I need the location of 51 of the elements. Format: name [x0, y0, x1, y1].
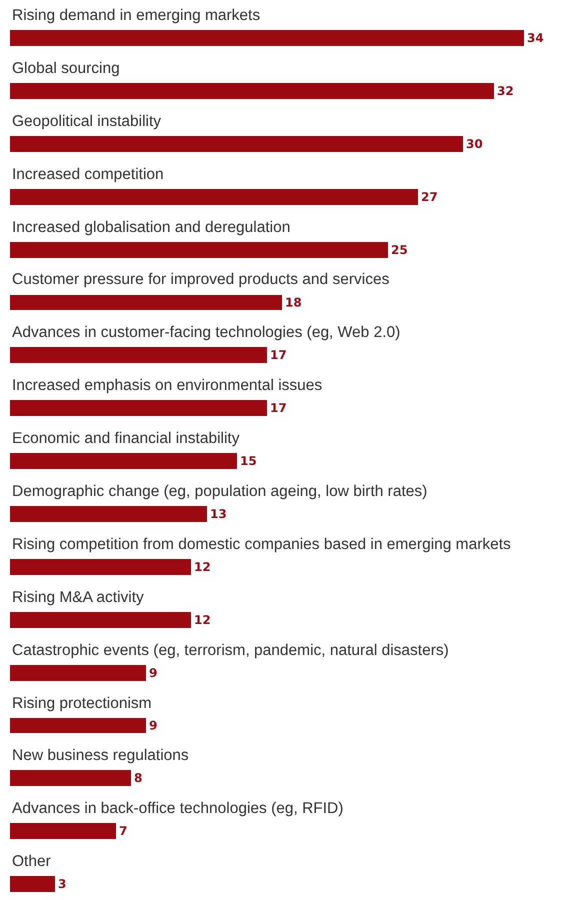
- y-tick-label: Global sourcing: [12, 60, 120, 77]
- data-label: 13: [210, 507, 227, 521]
- y-tick-label: Advances in back-office technologies (eg, RFID): [12, 800, 344, 817]
- bar: [10, 189, 418, 205]
- bar: [10, 665, 146, 681]
- data-label: 7: [119, 824, 128, 838]
- data-label: 9: [149, 666, 158, 680]
- bar: [10, 876, 55, 892]
- bar: [10, 30, 524, 46]
- bar: [10, 718, 146, 733]
- data-label: 3: [58, 877, 66, 891]
- y-tick-label: Customer pressure for improved products and services: [12, 271, 390, 288]
- data-label: 32: [497, 84, 514, 98]
- y-tick-label: Increased emphasis on environmental issues: [12, 377, 322, 394]
- y-tick-label: Catastrophic events (eg, terrorism, pandemic, natural disasters): [12, 642, 449, 659]
- data-label: 15: [240, 454, 257, 468]
- y-tick-label: Demographic change (eg, population ageing, low birth rates): [12, 483, 428, 500]
- data-label: 30: [466, 137, 483, 151]
- y-tick-label: New business regulations: [12, 747, 189, 764]
- bar: [10, 559, 191, 575]
- y-tick-label: Rising M&A activity: [12, 589, 144, 606]
- y-tick-label: Increased globalisation and deregulation: [12, 219, 290, 236]
- data-label: 12: [194, 560, 211, 574]
- data-label: 12: [194, 613, 211, 627]
- bar: [10, 295, 282, 310]
- data-label: 18: [285, 296, 302, 310]
- bar: [10, 453, 237, 469]
- data-label: 25: [391, 243, 408, 257]
- y-tick-label: Advances in customer-facing technologies (eg, Web 2.0): [12, 324, 400, 341]
- bar: [10, 83, 494, 99]
- bar: [10, 612, 191, 628]
- bar: [10, 770, 131, 786]
- data-label: 8: [134, 771, 142, 785]
- bar: [10, 136, 463, 152]
- data-label: 17: [270, 401, 287, 415]
- y-tick-label: Increased competition: [12, 166, 164, 183]
- bar: [10, 823, 116, 839]
- bar: [10, 506, 207, 522]
- y-tick-label: Economic and financial instability: [12, 430, 240, 447]
- data-label: 17: [270, 348, 287, 362]
- y-tick-label: Other: [12, 853, 51, 870]
- y-tick-label: Rising protectionism: [12, 695, 152, 712]
- bar: [10, 242, 388, 258]
- bar: [10, 400, 267, 416]
- y-tick-label: Rising demand in emerging markets: [12, 7, 260, 24]
- data-label: 27: [421, 190, 438, 204]
- data-label: 9: [149, 718, 158, 732]
- y-tick-label: Rising competition from domestic companies based in emerging markets: [12, 536, 512, 553]
- y-tick-label: Geopolitical instability: [12, 113, 162, 130]
- bar: [10, 347, 267, 363]
- data-label: 34: [527, 31, 544, 45]
